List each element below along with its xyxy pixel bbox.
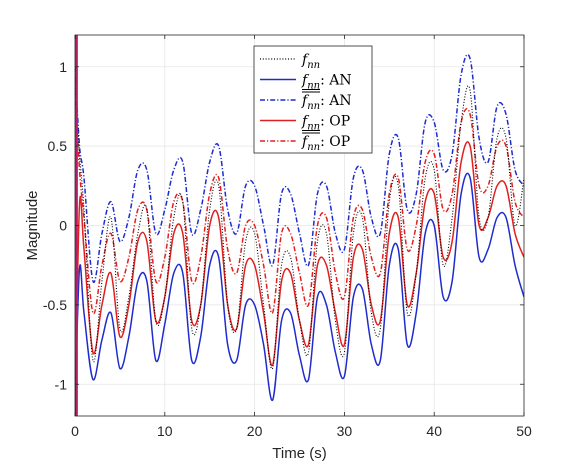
legend-suffix: : OP — [320, 134, 350, 150]
legend-suffix: : AN — [320, 93, 352, 109]
series-line-3 — [75, 141, 524, 416]
x-tick-label: 20 — [247, 423, 263, 439]
y-tick-label: 0.5 — [48, 138, 68, 154]
series-line-4 — [75, 90, 524, 315]
x-tick-label: 50 — [516, 423, 532, 439]
x-tick-label: 40 — [426, 423, 442, 439]
y-tick-label: 0 — [59, 218, 67, 234]
legend-subscript: nn — [307, 60, 320, 71]
legend-label: fnn: AN — [301, 93, 352, 112]
legend-entry: fnn — [301, 52, 320, 71]
y-tick-label: 1 — [59, 59, 67, 75]
x-tick-label: 10 — [157, 423, 173, 439]
x-axis-label: Time (s) — [272, 445, 326, 462]
legend-symbol: f — [301, 52, 310, 68]
legend-subscript: nn — [307, 142, 320, 153]
legend-symbol: f — [301, 73, 310, 89]
legend-symbol: f — [301, 93, 310, 109]
legend-symbol: f — [301, 134, 310, 150]
series-line-2 — [75, 53, 524, 284]
legend-entry: fnn: AN — [301, 91, 352, 112]
legend-symbol: f — [301, 114, 310, 130]
legend-entry: fnn: OP — [301, 132, 350, 153]
legend-subscript: nn — [307, 101, 320, 112]
y-tick-label: -1 — [55, 376, 68, 392]
y-tick-label: -0.5 — [43, 297, 67, 313]
legend-subscript: nn — [307, 81, 320, 92]
legend-label: fnn: OP — [301, 134, 350, 153]
y-axis-label: Magnitude — [24, 190, 41, 260]
legend-subscript: nn — [307, 122, 320, 133]
legend-label: fnn: AN — [301, 73, 352, 92]
legend-entry: fnn: OP — [301, 114, 350, 133]
y-axis-ticks: -1 -0.5 0 0.5 1 — [43, 59, 524, 392]
legend-entry: fnn: AN — [301, 73, 352, 92]
legend-label: fnn: OP — [301, 114, 350, 133]
legend-label: fnn — [301, 52, 320, 71]
series-group — [75, 53, 524, 416]
x-axis-ticks: 0 10 20 30 40 50 — [71, 35, 532, 439]
x-tick-label: 0 — [71, 423, 79, 439]
series-line-1 — [75, 172, 524, 409]
x-tick-label: 30 — [337, 423, 353, 439]
legend-suffix: : OP — [320, 114, 350, 130]
legend-suffix: : AN — [320, 73, 352, 89]
